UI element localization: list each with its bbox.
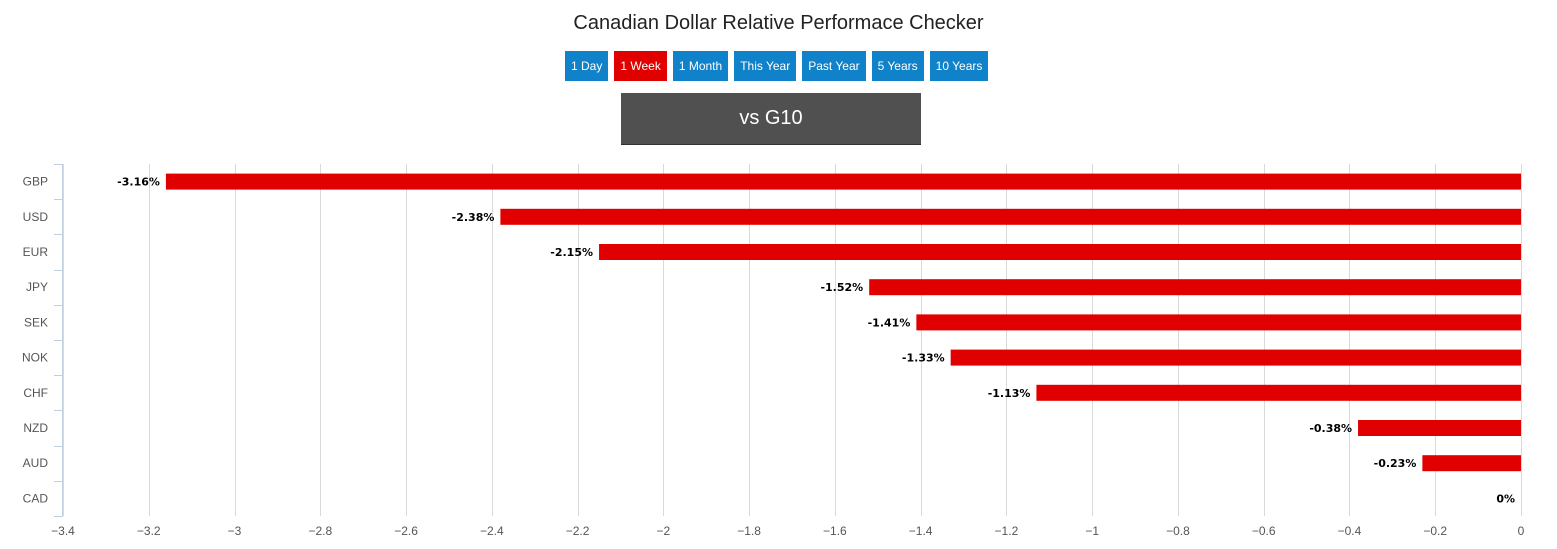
data-label-nzd: -0.38% <box>1309 422 1352 435</box>
x-tick-label: −3 <box>228 524 242 538</box>
category-label: AUD <box>23 456 49 470</box>
category-label: CAD <box>23 491 49 505</box>
category-label: JPY <box>26 280 48 294</box>
category-label: CHF <box>23 386 48 400</box>
x-tick-label: −0.4 <box>1338 524 1362 538</box>
data-label-gbp: -3.16% <box>117 176 160 189</box>
comparison-group-selector[interactable]: vs G10 <box>621 93 921 145</box>
x-tick-label: −0.2 <box>1423 524 1447 538</box>
data-label-jpy: -1.52% <box>820 281 863 294</box>
x-tick-label: −1.8 <box>737 524 761 538</box>
x-tick-label: −2.4 <box>480 524 504 538</box>
range-button-5-years[interactable]: 5 Years <box>871 51 924 81</box>
category-label: GBP <box>23 175 48 189</box>
x-tick-label: −0.6 <box>1252 524 1276 538</box>
range-button-10-years[interactable]: 10 Years <box>929 51 989 81</box>
x-tick-label: −3.4 <box>51 524 75 538</box>
bar-gbp[interactable] <box>165 173 1522 190</box>
bar-nzd[interactable] <box>1358 420 1521 436</box>
x-tick-label: −3.2 <box>137 524 161 538</box>
chart-title: Canadian Dollar Relative Performace Chec… <box>573 12 984 34</box>
bar-jpy[interactable] <box>869 279 1521 296</box>
x-tick-label: −2.8 <box>308 524 332 538</box>
bar-eur[interactable] <box>599 244 1521 260</box>
category-label: NZD <box>23 421 48 435</box>
x-tick-label: −2.6 <box>394 524 418 538</box>
x-tick-label: −0.8 <box>1166 524 1190 538</box>
bar-usd[interactable] <box>500 208 1521 225</box>
time-range-selector: 1 Day 1 Week 1 Month This Year Past Year 5 Ye… <box>565 51 989 81</box>
category-label: EUR <box>23 245 49 259</box>
range-button-past-year[interactable]: Past Year <box>802 51 866 81</box>
range-button-1-day[interactable]: 1 Day <box>565 51 609 81</box>
data-label-chf: -1.13% <box>988 387 1031 400</box>
x-tick-label: −1.2 <box>995 524 1019 538</box>
data-label-aud: -0.23% <box>1374 457 1417 470</box>
range-button-1-month[interactable]: 1 Month <box>672 51 729 81</box>
x-tick-label: −1 <box>1085 524 1099 538</box>
category-label: SEK <box>24 315 48 329</box>
comparison-group-label: vs G10 <box>739 107 803 129</box>
data-label-cad: 0% <box>1496 492 1515 505</box>
bar-aud[interactable] <box>1422 455 1521 472</box>
data-label-nok: -1.33% <box>902 352 945 365</box>
data-label-eur: -2.15% <box>550 246 593 259</box>
data-label-usd: -2.38% <box>452 211 495 224</box>
data-label-sek: -1.41% <box>868 316 911 329</box>
bar-sek[interactable] <box>916 314 1521 331</box>
category-label: NOK <box>22 351 48 365</box>
category-label: USD <box>23 210 49 224</box>
x-tick-label: −2.2 <box>566 524 590 538</box>
x-tick-label: −2 <box>657 524 671 538</box>
x-tick-label: −1.4 <box>909 524 933 538</box>
x-tick-label: 0 <box>1518 524 1525 538</box>
bar-nok[interactable] <box>950 349 1521 366</box>
bar-chf[interactable] <box>1036 384 1521 401</box>
x-tick-label: −1.6 <box>823 524 847 538</box>
range-button-this-year[interactable]: This Year <box>734 51 797 81</box>
range-button-1-week[interactable]: 1 Week <box>614 51 667 81</box>
